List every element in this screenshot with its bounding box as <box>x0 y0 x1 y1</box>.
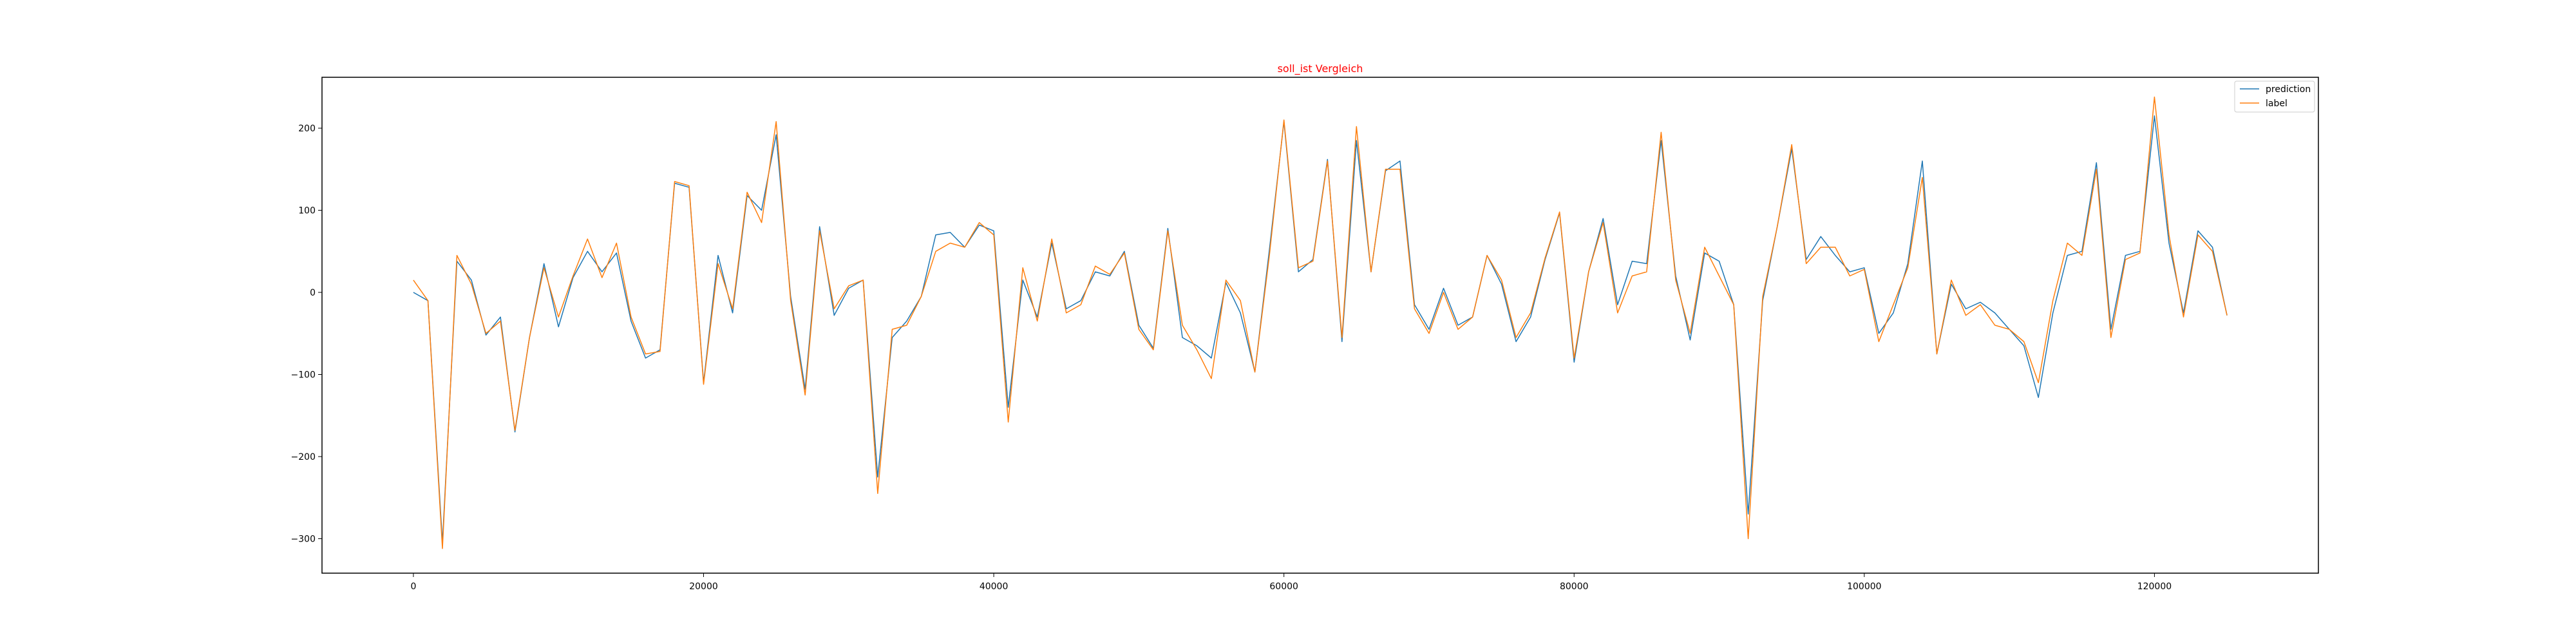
x-tick-label: 100000 <box>1847 582 1881 592</box>
y-tick-label: −200 <box>291 452 316 462</box>
y-tick-label: −100 <box>291 370 316 380</box>
legend-label-prediction: prediction <box>2266 84 2311 95</box>
legend-label-label: label <box>2266 99 2287 109</box>
x-tick-label: 0 <box>410 582 416 592</box>
series-line-prediction <box>413 115 2228 544</box>
y-tick-label: 200 <box>298 124 316 134</box>
plot-frame <box>321 77 2319 574</box>
plot-lines <box>413 96 2228 549</box>
x-axis: 0 20000 40000 60000 80000 100000 120000 <box>410 573 2172 592</box>
y-tick-label: −300 <box>291 534 316 544</box>
y-tick-label: 0 <box>310 288 316 298</box>
x-tick-label: 60000 <box>1269 582 1298 592</box>
y-tick-label: 100 <box>298 206 316 216</box>
x-tick-label: 20000 <box>689 582 718 592</box>
x-tick-label: 40000 <box>980 582 1009 592</box>
y-axis: −300 −200 −100 0 100 200 <box>291 124 322 544</box>
x-tick-label: 120000 <box>2137 582 2172 592</box>
series-line-label <box>413 96 2228 549</box>
x-tick-label: 80000 <box>1560 582 1589 592</box>
chart-title: soll_ist Vergleich <box>1278 62 1363 75</box>
legend: prediction label <box>2234 80 2315 113</box>
